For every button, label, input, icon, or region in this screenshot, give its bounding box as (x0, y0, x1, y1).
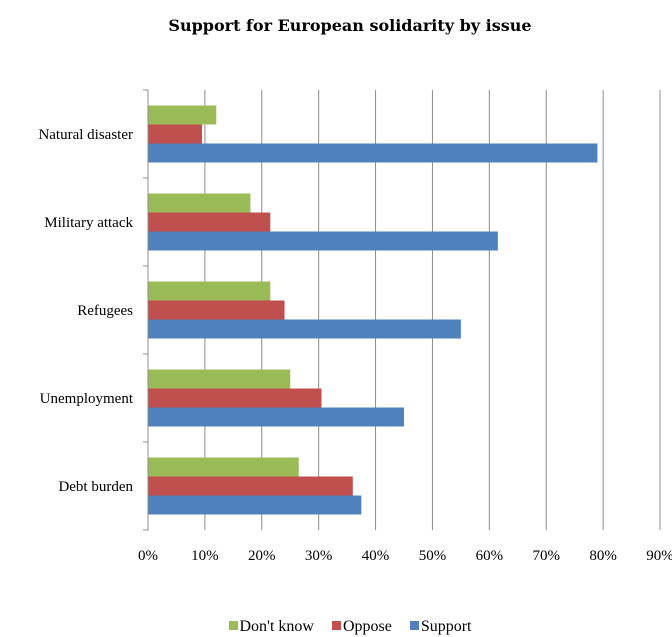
x-tick-label: 50% (419, 548, 447, 564)
bar-oppose (148, 212, 271, 232)
legend-swatch (228, 621, 238, 630)
bar-support (148, 407, 404, 427)
x-tick-label: 10% (191, 548, 219, 564)
category-label: Natural disaster (38, 127, 133, 143)
x-tick-label: 40% (362, 548, 390, 564)
category-label: Unemployment (40, 391, 134, 407)
legend-label: Support (420, 618, 472, 635)
x-tick-label: 20% (248, 548, 276, 564)
bar-oppose (148, 300, 285, 320)
x-tick-label: 90% (646, 548, 672, 564)
bar-don-t-know (148, 105, 217, 125)
bar-support (148, 231, 498, 251)
x-tick-label: 70% (532, 548, 560, 564)
legend-label: Don't know (239, 618, 314, 635)
bar-don-t-know (148, 369, 291, 389)
bar-oppose (148, 124, 203, 144)
category-label: Debt burden (58, 479, 133, 495)
x-tick-label: 0% (138, 548, 158, 564)
axes: 0% 10% 20% 30% 40% 50% 60% 70% 80% 90% Natural dis… (38, 89, 672, 564)
bar-don-t-know (148, 457, 299, 477)
legend-item: Don't know (228, 618, 314, 636)
legend-item: Support (409, 618, 472, 636)
bar-don-t-know (148, 281, 271, 301)
legend-label: Oppose (342, 618, 392, 635)
bar-don-t-know (148, 193, 251, 213)
category-label: Military attack (44, 215, 133, 231)
legend-swatch (331, 621, 341, 630)
legend-item: Oppose (331, 618, 392, 636)
bar-support (148, 143, 598, 163)
x-tick-label: 60% (476, 548, 504, 564)
legend-swatch (409, 621, 419, 630)
x-tick-label: 80% (589, 548, 617, 564)
bar-support (148, 495, 362, 515)
bar-oppose (148, 388, 322, 408)
bar-oppose (148, 476, 353, 496)
bars (148, 105, 598, 515)
bar-support (148, 319, 461, 339)
category-label: Refugees (77, 303, 133, 319)
chart-title: Support for European solidarity by issue (168, 16, 532, 35)
x-tick-label: 30% (305, 548, 333, 564)
legend: Don't know Oppose Support (0, 618, 672, 636)
